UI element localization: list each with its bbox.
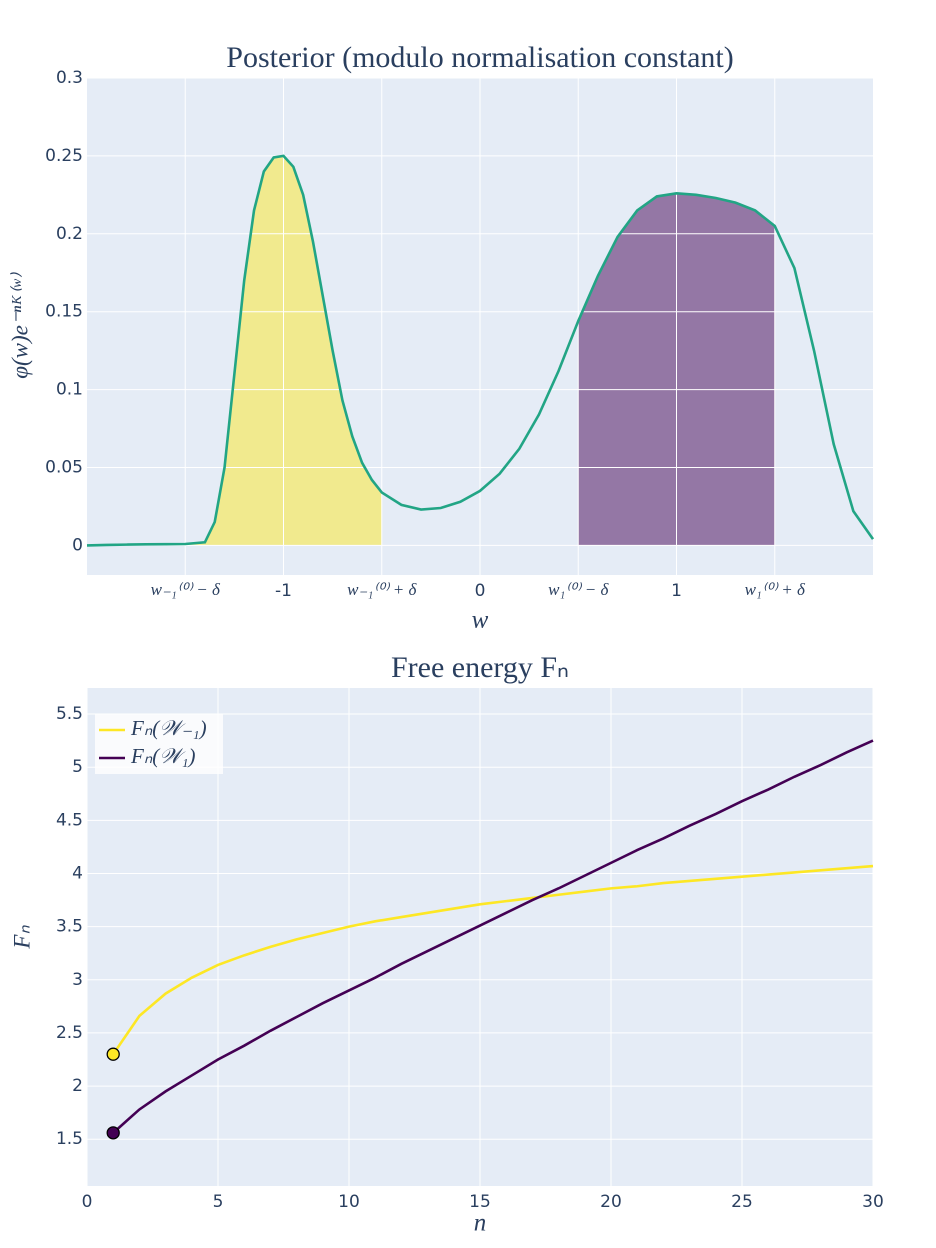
y-axis-title: φ(w)e⁻ⁿᴷ⁽ʷ⁾	[7, 272, 32, 379]
chart-title: Posterior (modulo normalisation constant…	[226, 41, 733, 74]
x-tick-label: 25	[731, 1192, 753, 1212]
x-tick-label: 5	[213, 1192, 224, 1212]
y-tick-label: 4.5	[56, 810, 83, 830]
x-tick-label: 10	[338, 1192, 360, 1212]
x-axis-title: w	[472, 607, 489, 634]
series-line	[86, 154, 875, 547]
y-tick-label: 0.05	[45, 457, 83, 477]
x-tick-label: -1	[275, 581, 292, 601]
y-tick-label: 5.5	[56, 704, 83, 724]
y-tick-label: 3	[72, 970, 83, 990]
y-tick-label: 2	[72, 1076, 83, 1096]
x-tick-label: w₋₁⁽⁰⁾ − δ	[151, 580, 221, 599]
y-tick-label: 0.15	[45, 302, 83, 322]
y-tick-label: 0	[72, 535, 83, 555]
start-marker	[106, 1047, 120, 1061]
y-tick-label: 2.5	[56, 1023, 83, 1043]
legend-box	[95, 714, 223, 774]
x-tick-label: 30	[862, 1192, 884, 1212]
y-tick-label: 4	[72, 863, 83, 883]
y-tick-label: 0.2	[56, 224, 83, 244]
x-axis-title: n	[474, 1210, 487, 1237]
start-marker	[106, 1126, 120, 1140]
series-line	[112, 864, 874, 1055]
y-tick-label: 0.3	[56, 68, 83, 88]
x-tick-label: 20	[600, 1192, 622, 1212]
series-line	[112, 739, 874, 1134]
y-tick-label: 0.25	[45, 146, 83, 166]
y-tick-label: 3.5	[56, 917, 83, 937]
x-tick-label: 0	[475, 581, 486, 601]
legend-label: Fₙ(𝒲₁)	[130, 744, 196, 768]
y-tick-label: 0.1	[56, 380, 83, 400]
y-tick-label: 5	[72, 757, 83, 777]
x-tick-label: 1	[671, 581, 682, 601]
y-axis-title: Fₙ	[9, 925, 34, 950]
x-tick-label: w₁⁽⁰⁾ + δ	[745, 580, 806, 599]
chart-title: Free energy Fₙ	[391, 651, 569, 684]
x-tick-label: 15	[469, 1192, 491, 1212]
x-tick-label: 0	[82, 1192, 93, 1212]
legend-label: Fₙ(𝒲₋₁)	[130, 716, 207, 740]
y-tick-label: 1.5	[56, 1129, 83, 1149]
x-tick-label: w₋₁⁽⁰⁾ + δ	[347, 580, 417, 599]
x-tick-label: w₁⁽⁰⁾ − δ	[548, 580, 609, 599]
